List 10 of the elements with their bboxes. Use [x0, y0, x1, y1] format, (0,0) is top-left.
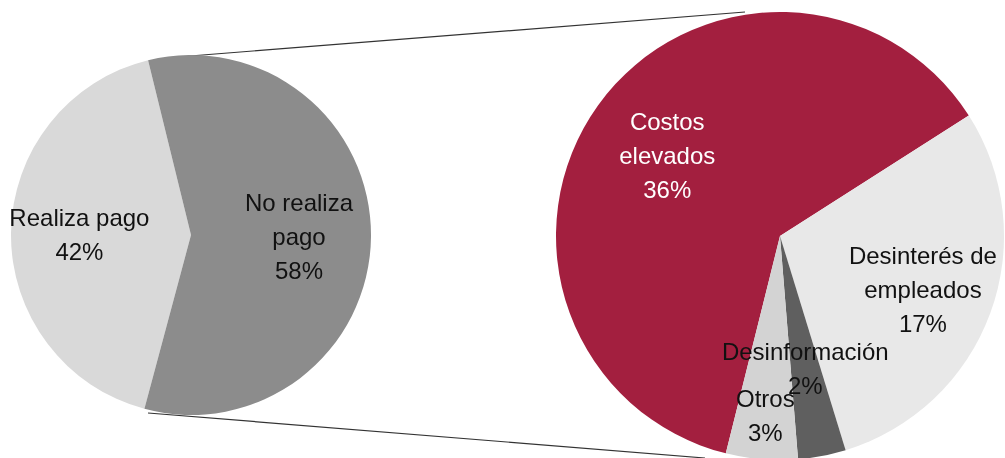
- slice-label: Realiza pago: [9, 203, 150, 231]
- data-label: 36%: [643, 175, 692, 203]
- data-label: 3%: [748, 418, 783, 446]
- slice-label: Desinterés de empleados: [848, 241, 997, 303]
- data-label: 58%: [274, 257, 324, 285]
- slice-label: Costos elevados: [619, 107, 716, 169]
- pie-slice: [11, 60, 191, 409]
- data-label: 42%: [55, 237, 104, 265]
- data-label: 17%: [898, 309, 947, 337]
- slice-label: No realiza pago: [244, 189, 354, 251]
